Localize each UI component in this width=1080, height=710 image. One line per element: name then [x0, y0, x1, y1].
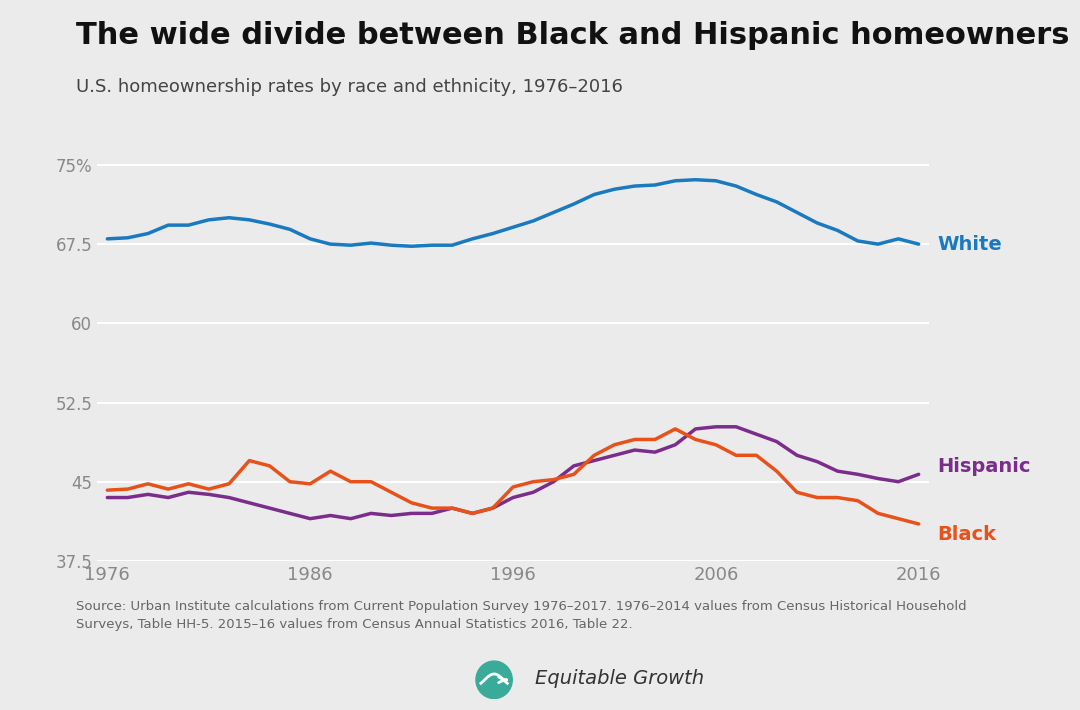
Text: Black: Black — [937, 525, 996, 544]
Text: U.S. homeownership rates by race and ethnicity, 1976–2016: U.S. homeownership rates by race and eth… — [76, 78, 622, 96]
Text: Source: Urban Institute calculations from Current Population Survey 1976–2017. 1: Source: Urban Institute calculations fro… — [76, 600, 967, 631]
Text: Hispanic: Hispanic — [937, 457, 1030, 476]
Text: The wide divide between Black and Hispanic homeowners: The wide divide between Black and Hispan… — [76, 21, 1069, 50]
Text: White: White — [937, 234, 1002, 253]
Circle shape — [476, 661, 512, 699]
Text: Equitable Growth: Equitable Growth — [535, 669, 704, 687]
